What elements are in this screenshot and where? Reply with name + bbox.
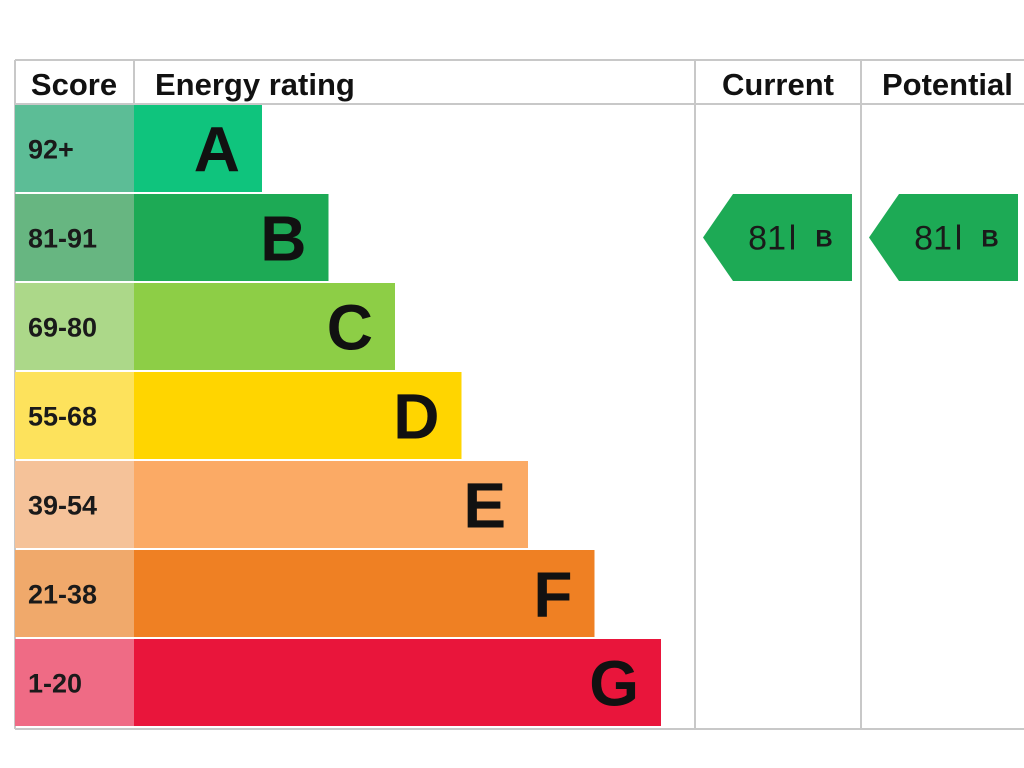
score-cell-g [15, 639, 134, 726]
score-cell-d [15, 372, 134, 459]
rating-bar-c [134, 283, 395, 370]
rating-bar-f [134, 550, 595, 637]
rating-letter: G [589, 648, 639, 720]
rating-letter: C [327, 292, 373, 364]
current-rating-tag-divider [791, 224, 794, 250]
score-cell-a [15, 105, 134, 192]
header-score: Score [31, 67, 117, 102]
rating-row-c: 69-80 C [15, 283, 395, 370]
potential-rating-tag-divider [957, 224, 960, 250]
score-range-label: 55-68 [28, 402, 97, 432]
potential-rating-tag: 81 B [869, 194, 1018, 281]
header-energy-rating: Energy rating [155, 67, 355, 102]
rating-row-f: 21-38 F [15, 550, 595, 637]
rating-bar-b [134, 194, 329, 281]
rating-bar-a [134, 105, 262, 192]
rating-bar-g [134, 639, 661, 726]
rating-row-b: 81-91 B [15, 194, 329, 281]
score-range-label: 81-91 [28, 224, 97, 254]
score-range-label: 21-38 [28, 580, 97, 610]
rating-bar-d [134, 372, 462, 459]
rating-tags: 81 B 81 B [703, 194, 1018, 281]
score-cell-c [15, 283, 134, 370]
rating-letter: B [260, 203, 306, 275]
rating-bar-e [134, 461, 528, 548]
score-cell-b [15, 194, 134, 281]
score-range-label: 92+ [28, 135, 74, 165]
rating-row-a: 92+ A [15, 105, 262, 192]
current-rating-tag: 81 B [703, 194, 852, 281]
score-range-label: 69-80 [28, 313, 97, 343]
header-current: Current [722, 67, 834, 102]
current-rating-tag-score: 81 [748, 220, 786, 258]
potential-rating-tag-arrow [869, 194, 1018, 281]
current-rating-tag-arrow [703, 194, 852, 281]
rating-row-g: 1-20 G [15, 639, 661, 726]
potential-rating-tag-band: B [981, 226, 998, 253]
potential-rating-tag-score: 81 [914, 220, 952, 258]
rating-letter: A [194, 114, 240, 186]
rating-letter: F [533, 559, 572, 631]
score-cell-f [15, 550, 134, 637]
current-rating-tag-band: B [815, 226, 832, 253]
score-range-label: 39-54 [28, 491, 97, 521]
rating-row-e: 39-54 E [15, 461, 528, 548]
rating-letter: D [393, 381, 439, 453]
score-range-label: 1-20 [28, 669, 82, 699]
rating-rows: 92+ A 81-91 B 69-80 C 55-68 D 39-54 E 21-38 F 1-20 G [15, 105, 661, 726]
rating-letter: E [463, 470, 506, 542]
header-potential: Potential [882, 67, 1013, 102]
score-cell-e [15, 461, 134, 548]
rating-row-d: 55-68 D [15, 372, 462, 459]
